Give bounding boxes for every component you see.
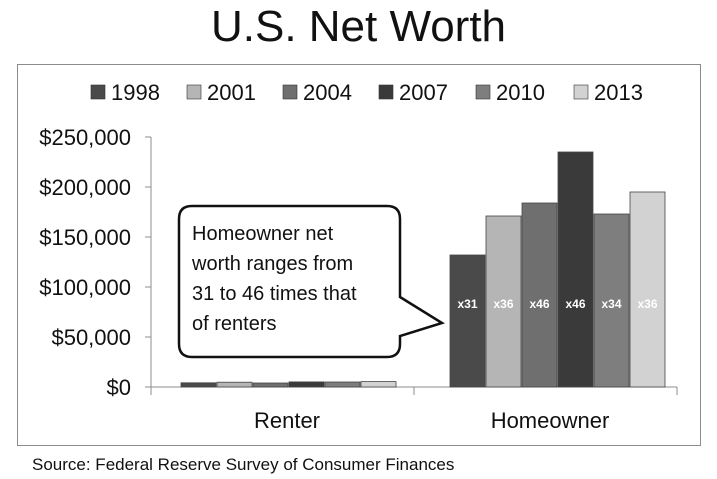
legend-label-2007: 2007 [399,80,448,105]
y-tick-label: $200,000 [39,175,131,200]
bars: x31 x36 x46 x46 x34 x36 [180,151,666,388]
bar-homeowner-2004 [521,202,558,388]
bar-data-label: x36 [493,297,513,311]
chart-title: U.S. Net Worth [210,2,507,51]
callout-bubble [177,204,445,359]
bar-homeowner-2001 [485,215,522,388]
callout-text-line: Homeowner net [192,223,334,245]
legend-swatch-2004 [282,84,298,100]
legend-label-2013: 2013 [594,80,643,105]
callout-text-line: of renters [192,313,276,335]
x-category-label: Renter [254,408,320,433]
bar-data-label: x46 [565,297,585,311]
legend-label-2004: 2004 [303,80,352,105]
y-tick-label: $250,000 [39,125,131,150]
source-note: Source: Federal Reserve Survey of Consum… [32,455,455,474]
bar-homeowner-2013 [629,191,666,388]
y-tick-label: $50,000 [51,325,131,350]
y-tick-label: $0 [107,375,131,400]
axes: $0 $50,000 $100,000 $150,000 $200,000 $250,00… [39,125,678,433]
bar-homeowner-1998 [449,254,486,388]
bar-renter-2001 [216,381,253,388]
callout-text-line: worth ranges from [191,253,353,275]
bar-data-label: x46 [529,297,549,311]
legend-swatch-2007 [378,84,394,100]
legend-swatch-2013 [573,84,589,100]
bar-homeowner-2010 [593,213,630,388]
bar-renter-2013 [360,381,397,388]
callout: Homeowner net worth ranges from 31 to 46 t… [177,204,445,359]
bar-data-label: x31 [457,297,477,311]
bar-data-label: x36 [637,297,657,311]
legend-swatch-1998 [90,84,106,100]
callout-text-line: 31 to 46 times that [192,283,357,305]
bar-renter-1998 [180,382,217,388]
y-tick-label: $100,000 [39,275,131,300]
bar-renter-2004 [252,382,289,388]
x-category-label: Homeowner [491,408,610,433]
legend-label-2001: 2001 [207,80,256,105]
legend-label-1998: 1998 [111,80,160,105]
legend-swatch-2001 [186,84,202,100]
legend-swatch-2010 [475,84,491,100]
bar-data-label: x34 [601,297,621,311]
bar-renter-2010 [324,381,361,388]
bar-chart: 1998 2001 2004 2007 2010 2013 $0 $50,000 $100,0… [39,80,678,433]
bar-homeowner-2007 [557,151,594,388]
bar-renter-2007 [288,381,325,388]
y-tick-label: $150,000 [39,225,131,250]
legend-label-2010: 2010 [496,80,545,105]
chart-area: 1998 2001 2004 2007 2010 2013 $0 $50,000 $100,0… [17,64,701,446]
legend: 1998 2001 2004 2007 2010 2013 [90,80,643,105]
